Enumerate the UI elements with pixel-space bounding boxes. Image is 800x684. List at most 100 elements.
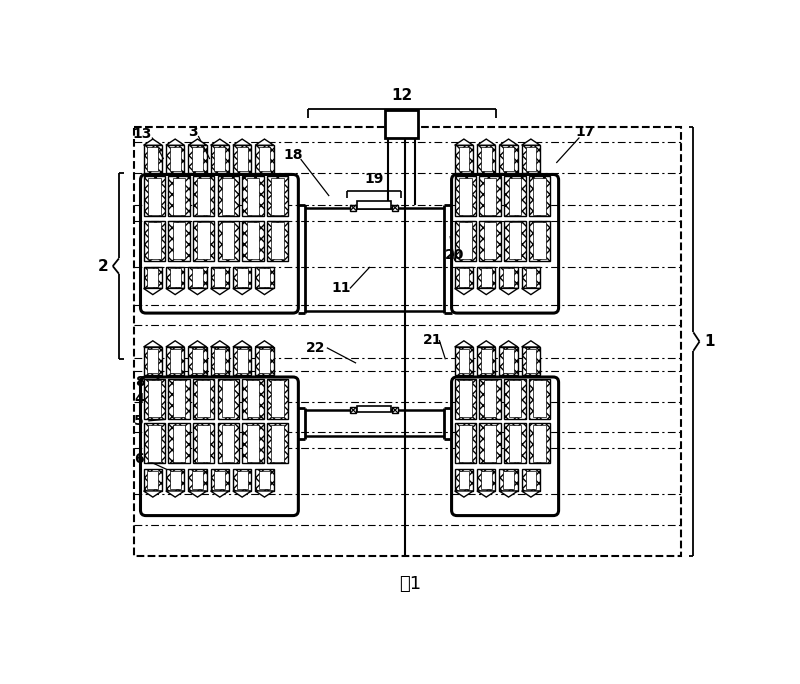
Bar bbox=[477, 347, 495, 375]
Bar bbox=[166, 469, 184, 491]
Text: 17: 17 bbox=[576, 125, 595, 139]
Bar bbox=[454, 221, 476, 261]
Bar bbox=[242, 221, 264, 261]
Bar bbox=[479, 176, 501, 216]
Bar bbox=[237, 268, 247, 287]
Bar bbox=[266, 423, 288, 463]
Polygon shape bbox=[210, 491, 229, 497]
Bar bbox=[271, 222, 284, 259]
Bar bbox=[350, 407, 356, 413]
Text: 8: 8 bbox=[136, 376, 146, 389]
Bar bbox=[246, 380, 259, 417]
Bar bbox=[233, 267, 251, 289]
Bar bbox=[529, 221, 550, 261]
Bar bbox=[479, 221, 501, 261]
Bar bbox=[522, 469, 540, 491]
Text: 3: 3 bbox=[188, 125, 198, 139]
Bar bbox=[193, 221, 214, 261]
Bar bbox=[198, 425, 210, 462]
Bar bbox=[459, 380, 472, 417]
Bar bbox=[459, 178, 472, 215]
Bar bbox=[198, 222, 210, 259]
Bar bbox=[479, 378, 501, 419]
Bar bbox=[526, 268, 536, 287]
Polygon shape bbox=[255, 341, 274, 347]
Bar bbox=[242, 176, 264, 216]
Bar bbox=[210, 347, 229, 375]
Bar bbox=[484, 222, 496, 259]
Bar bbox=[218, 176, 239, 216]
Text: 13: 13 bbox=[132, 127, 152, 142]
Bar bbox=[266, 221, 288, 261]
Bar bbox=[392, 205, 398, 211]
Bar bbox=[134, 127, 681, 556]
Text: 22: 22 bbox=[306, 341, 326, 355]
Bar bbox=[458, 471, 470, 490]
Bar bbox=[459, 425, 472, 462]
Bar bbox=[499, 145, 518, 173]
Bar bbox=[271, 178, 284, 215]
Bar bbox=[454, 176, 476, 216]
Bar bbox=[147, 268, 158, 287]
Bar bbox=[148, 380, 161, 417]
Bar bbox=[233, 347, 251, 375]
Bar bbox=[170, 349, 181, 373]
Polygon shape bbox=[499, 491, 518, 497]
Polygon shape bbox=[143, 139, 162, 145]
Polygon shape bbox=[143, 341, 162, 347]
Polygon shape bbox=[143, 491, 162, 497]
Bar bbox=[534, 380, 546, 417]
Bar bbox=[198, 178, 210, 215]
Bar bbox=[459, 222, 472, 259]
Polygon shape bbox=[210, 289, 229, 295]
Bar bbox=[188, 347, 206, 375]
Bar bbox=[214, 147, 226, 172]
Bar bbox=[477, 145, 495, 173]
Bar bbox=[526, 471, 536, 490]
Bar bbox=[526, 349, 536, 373]
Bar bbox=[509, 380, 521, 417]
Polygon shape bbox=[499, 139, 518, 145]
Polygon shape bbox=[210, 139, 229, 145]
Text: 6: 6 bbox=[134, 452, 144, 466]
Bar bbox=[173, 178, 185, 215]
Bar bbox=[266, 378, 288, 419]
Polygon shape bbox=[499, 289, 518, 295]
Polygon shape bbox=[188, 139, 206, 145]
Bar bbox=[188, 145, 206, 173]
Polygon shape bbox=[454, 491, 473, 497]
Polygon shape bbox=[477, 289, 495, 295]
Bar bbox=[218, 221, 239, 261]
Bar bbox=[477, 267, 495, 289]
Bar bbox=[143, 221, 165, 261]
Polygon shape bbox=[188, 341, 206, 347]
Bar bbox=[214, 268, 226, 287]
Bar bbox=[255, 267, 274, 289]
Bar bbox=[192, 268, 203, 287]
Bar bbox=[526, 147, 536, 172]
Polygon shape bbox=[454, 289, 473, 295]
Bar bbox=[166, 145, 184, 173]
Bar bbox=[214, 471, 226, 490]
Polygon shape bbox=[477, 491, 495, 497]
Text: 5: 5 bbox=[134, 414, 144, 428]
Bar bbox=[454, 469, 473, 491]
Polygon shape bbox=[454, 341, 473, 347]
Polygon shape bbox=[255, 491, 274, 497]
Bar bbox=[271, 380, 284, 417]
Bar bbox=[237, 471, 247, 490]
Bar bbox=[170, 268, 181, 287]
Polygon shape bbox=[166, 491, 184, 497]
Bar bbox=[522, 267, 540, 289]
Bar bbox=[193, 378, 214, 419]
Bar bbox=[529, 378, 550, 419]
Bar bbox=[168, 176, 190, 216]
Bar bbox=[148, 222, 161, 259]
Bar bbox=[170, 147, 181, 172]
Bar bbox=[210, 469, 229, 491]
Bar bbox=[168, 378, 190, 419]
Bar bbox=[358, 406, 391, 412]
Bar bbox=[222, 425, 234, 462]
Polygon shape bbox=[143, 289, 162, 295]
Polygon shape bbox=[188, 289, 206, 295]
